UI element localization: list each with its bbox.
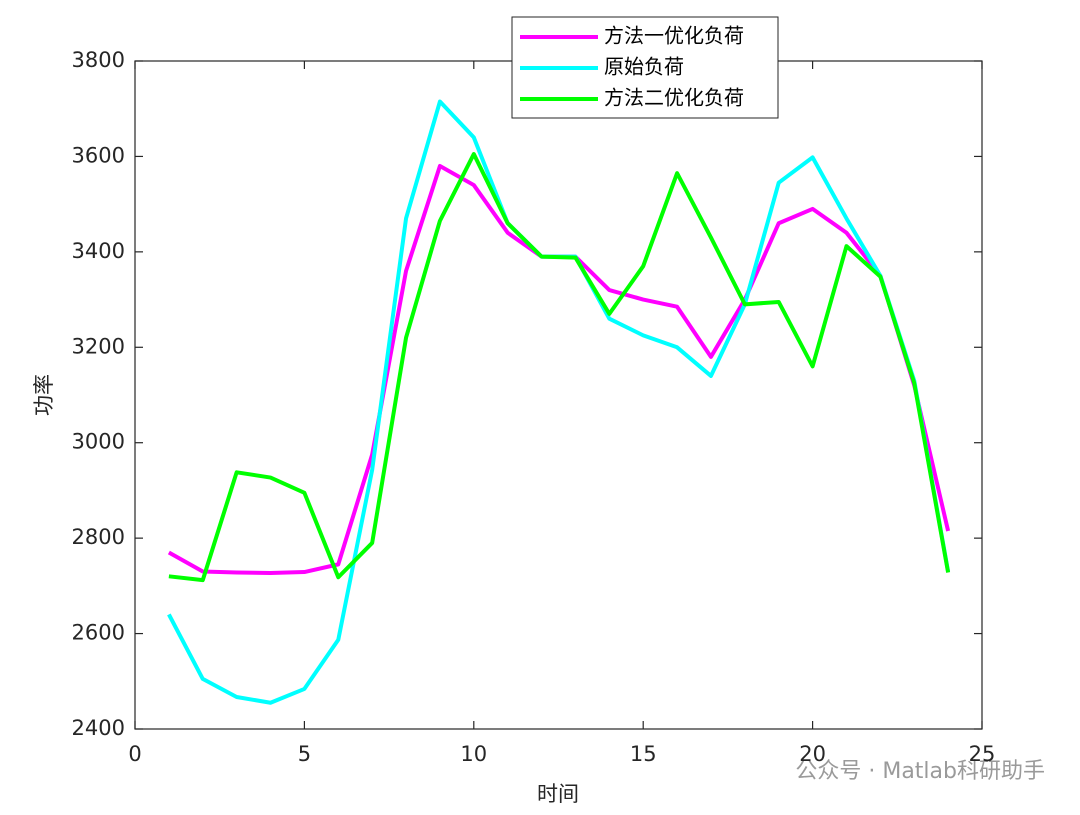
y-tick-label: 3800 [72, 48, 125, 72]
legend-label: 原始负荷 [604, 55, 684, 79]
y-tick-label: 3600 [72, 143, 125, 167]
y-tick-label: 2400 [72, 716, 125, 740]
legend-label: 方法一优化负荷 [604, 24, 744, 48]
x-tick-label: 15 [630, 742, 657, 766]
x-tick-label: 0 [128, 742, 141, 766]
y-tick-label: 2800 [72, 525, 125, 549]
y-tick-label: 3000 [72, 430, 125, 454]
series-line [167, 99, 951, 705]
y-tick-label: 3200 [72, 334, 125, 358]
y-axis-label: 功率 [32, 374, 56, 416]
x-axis-label: 时间 [537, 782, 579, 806]
y-tick-label: 3400 [72, 239, 125, 263]
x-tick-label: 10 [460, 742, 487, 766]
legend-label: 方法二优化负荷 [604, 86, 744, 110]
y-tick-label: 2600 [72, 621, 125, 645]
series-line [168, 152, 951, 583]
watermark: 公众号 · Matlab科研助手 [795, 759, 1045, 784]
x-tick-label: 5 [298, 742, 311, 766]
x-tick-label: 20 [799, 742, 826, 766]
x-tick-label: 25 [969, 742, 996, 766]
axes-box [134, 60, 983, 730]
series-line [167, 163, 951, 575]
